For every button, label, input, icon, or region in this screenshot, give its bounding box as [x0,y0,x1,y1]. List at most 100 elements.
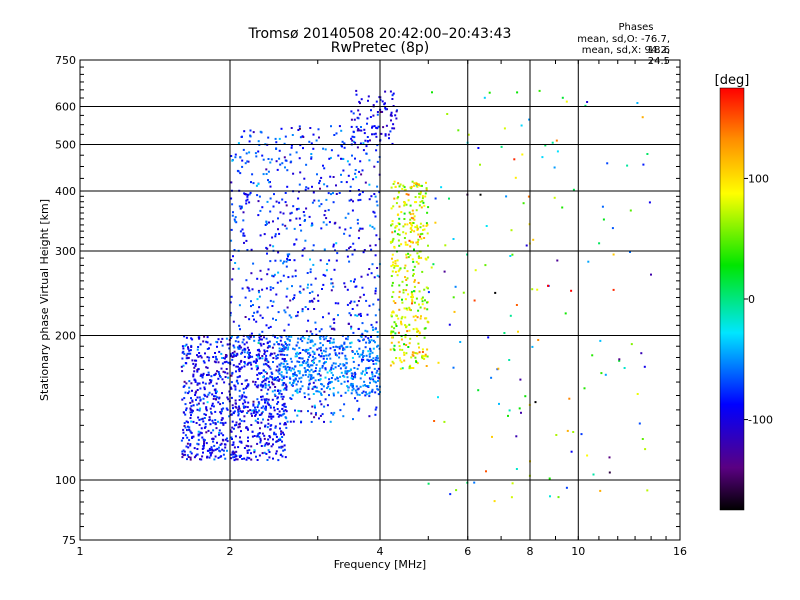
data-point [237,365,239,368]
data-point [392,311,395,314]
data-point [344,357,347,360]
data-point [186,357,189,360]
data-point [493,500,496,503]
data-point [267,398,270,401]
data-point [274,395,277,397]
data-point [267,377,270,380]
data-point [278,347,281,350]
y-tick-label: 75 [62,534,76,547]
data-point [426,320,429,323]
data-point [281,413,284,416]
data-point [433,420,436,422]
data-point [318,360,321,362]
data-point [417,330,420,332]
data-point [229,337,232,339]
data-point [306,360,309,363]
data-point [393,327,396,330]
data-point [349,302,352,305]
data-point [192,373,195,376]
data-point [404,334,407,336]
data-point [333,411,336,414]
phase-stats-o: mean, sd,O: -76.7, 18.6 [577,34,670,56]
data-point [244,401,247,404]
data-point [377,379,379,382]
data-point [345,249,348,252]
data-point [580,433,583,436]
data-point [342,363,345,366]
data-point [283,142,286,145]
data-point [310,142,313,145]
data-point [264,401,266,404]
data-point [373,125,376,128]
data-point [274,137,277,140]
data-point [284,166,286,169]
data-point [376,267,379,269]
data-point [373,165,376,168]
data-point [479,163,481,166]
data-point [185,445,188,448]
data-point [205,407,208,410]
data-point [362,293,365,296]
data-point [626,164,629,167]
data-point [338,345,341,348]
data-point [242,211,245,214]
data-point [412,212,415,215]
data-point [293,379,296,382]
data-point [301,357,304,360]
data-point [400,317,403,320]
data-point [308,352,311,355]
data-point [214,388,217,391]
data-point [410,185,413,188]
data-point [232,255,234,258]
data-point [537,339,540,341]
data-point [196,389,199,391]
data-point [248,457,251,460]
data-point [340,173,342,176]
plot-frame [79,59,681,541]
data-point [367,360,370,362]
data-point [232,427,235,430]
data-point [284,201,287,204]
data-point [241,165,244,168]
data-point [278,367,281,370]
data-point [281,440,283,443]
data-point [393,197,396,200]
data-point [214,435,217,438]
data-point [289,212,292,215]
data-point [221,438,224,441]
data-point [190,397,192,400]
data-point [288,335,290,338]
data-point [332,285,335,288]
data-point [220,412,223,415]
data-point [329,175,332,178]
y-tick-label: 200 [55,330,76,343]
data-point [329,341,331,344]
data-point [258,414,261,416]
data-point [490,376,493,379]
data-point [256,298,259,301]
data-point [246,412,249,414]
data-point [241,228,244,231]
data-point [347,389,350,392]
data-point [314,277,317,280]
data-point [214,410,217,413]
data-point [353,367,356,369]
data-point [253,435,256,437]
data-point [221,417,224,420]
data-point [608,471,611,474]
data-point [302,147,304,150]
data-point [206,336,209,339]
data-point [232,320,235,323]
data-point [534,401,537,404]
data-point [191,411,194,414]
data-point [375,100,378,103]
data-point [310,153,313,155]
data-point [250,300,252,303]
data-point [416,330,419,333]
data-point [281,375,284,378]
data-point [272,438,274,441]
data-point [263,353,266,355]
data-point [279,427,281,430]
data-point [246,193,249,196]
data-point [406,330,409,333]
